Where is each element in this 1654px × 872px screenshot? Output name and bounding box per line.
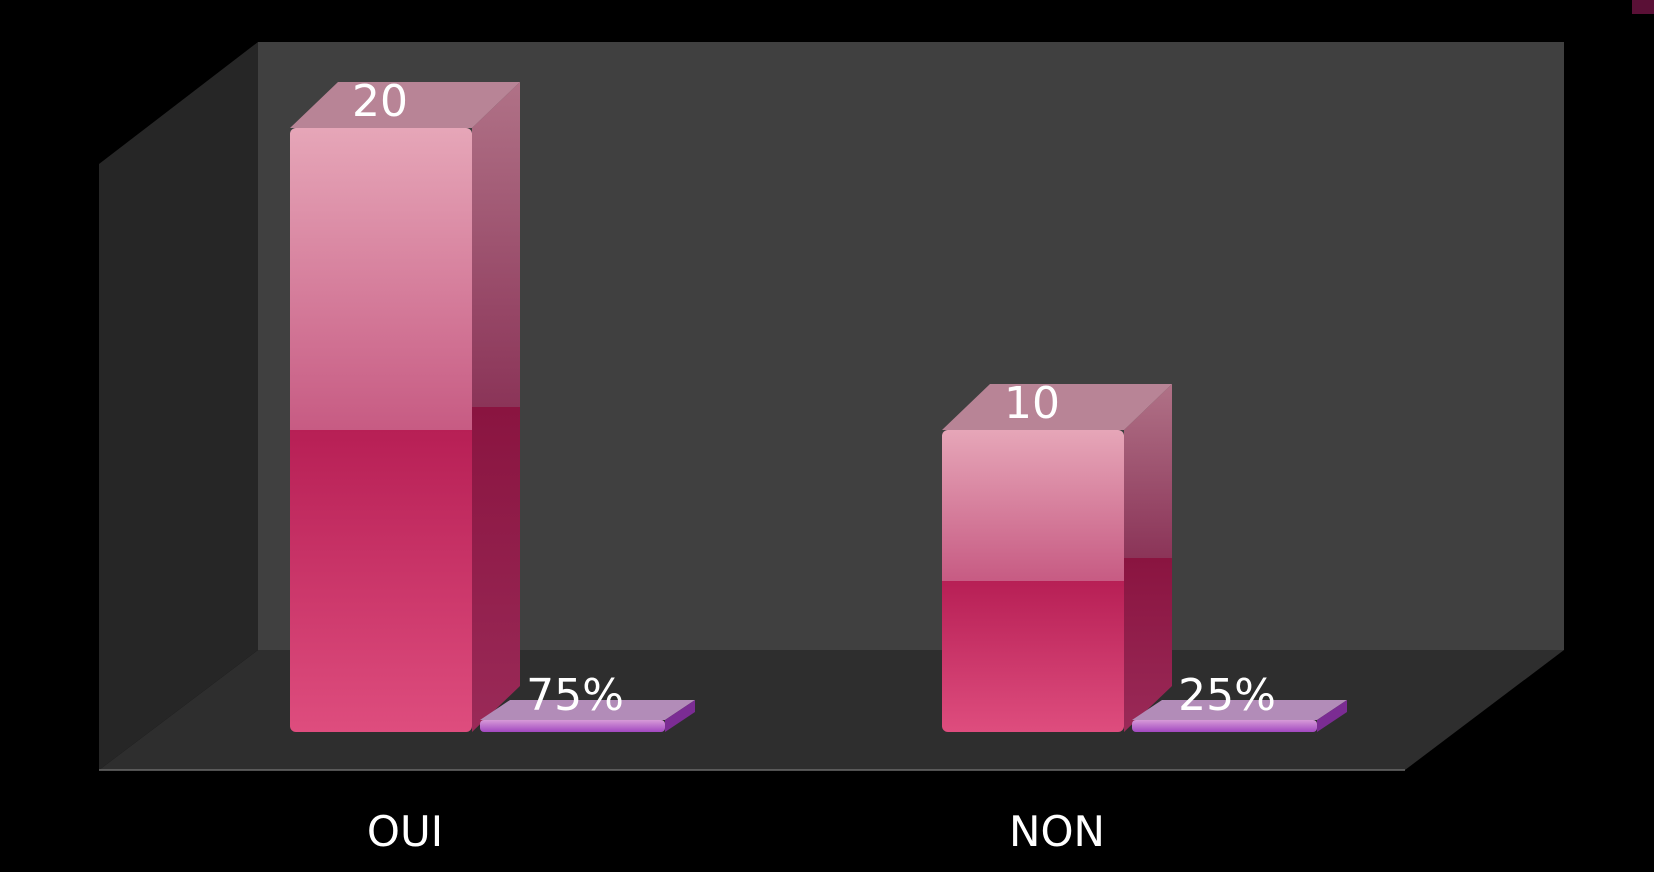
bar-front <box>942 430 1124 732</box>
slab-non <box>1132 700 1347 732</box>
data-label: 20 <box>352 76 408 127</box>
slab-top <box>1132 700 1347 720</box>
slab-oui <box>480 700 695 732</box>
data-label: 75% <box>526 670 624 721</box>
slab-front <box>1132 720 1317 732</box>
slab-side <box>665 700 695 732</box>
slab-side <box>1317 700 1347 732</box>
bar-front <box>290 128 472 732</box>
bar-side <box>1124 384 1172 732</box>
bar-oui <box>290 82 520 732</box>
x-tick-label: NON <box>1009 807 1105 856</box>
side-wall <box>99 42 258 770</box>
corner-accent <box>1632 0 1654 14</box>
bar-non <box>942 384 1172 732</box>
plot-walls <box>99 42 1564 771</box>
slab-top <box>480 700 695 720</box>
data-label: 25% <box>1178 670 1276 721</box>
bar-side <box>472 82 520 732</box>
x-tick-label: OUI <box>367 807 443 856</box>
back-wall <box>258 42 1564 650</box>
bar-top <box>942 384 1172 430</box>
bar-top <box>290 82 520 128</box>
data-label: 10 <box>1004 378 1060 429</box>
slab-front <box>480 720 665 732</box>
